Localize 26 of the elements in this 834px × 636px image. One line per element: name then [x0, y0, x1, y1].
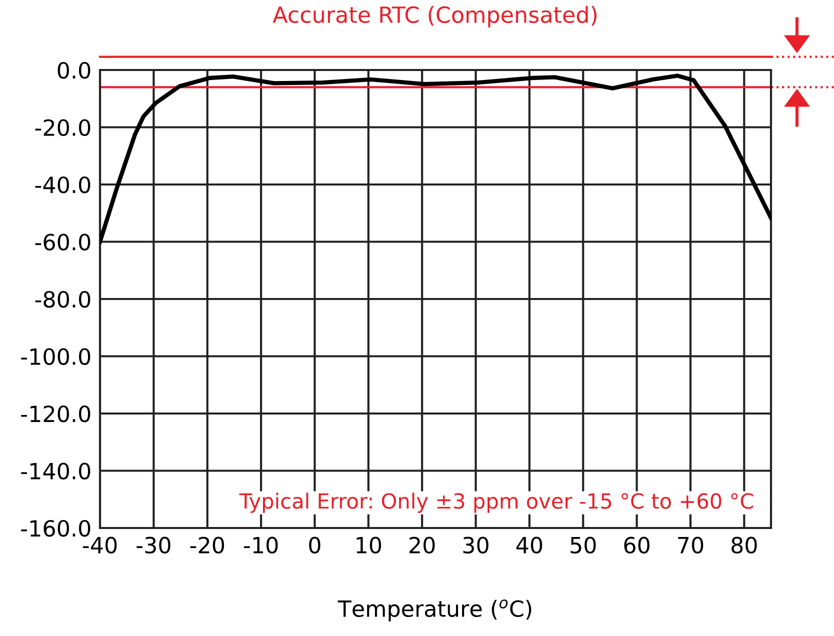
x-tick-label: 0 — [309, 536, 320, 554]
y-tick-label: -160.0 — [21, 520, 90, 537]
x-tick-label: 80 — [732, 536, 757, 554]
line-series — [100, 74, 771, 244]
y-tick-label: -140.0 — [21, 462, 90, 480]
annotation: Typical Error: Only ±3 ppm over -15 °C to +60 °C — [239, 492, 754, 513]
x-tick-label: 20 — [410, 536, 435, 554]
y-tick-label: -20.0 — [35, 119, 90, 136]
y-tick-label: 0.0 — [58, 62, 90, 79]
y-tick-label: -60.0 — [35, 234, 90, 251]
x-tick-label: -40 — [82, 536, 117, 554]
x-tick-label: 40 — [516, 536, 542, 554]
x-tick-label: 30 — [463, 536, 488, 554]
x-tick-label: 60 — [624, 536, 650, 554]
x-tick-label: -20 — [190, 536, 224, 554]
y-tick-label: -100.0 — [21, 348, 90, 366]
x-axis-title: Temperature ($^{o}$C) — [338, 600, 532, 622]
y-tick-label: -80.0 — [35, 290, 90, 308]
x-tick-label: -10 — [244, 536, 278, 554]
x-tick-label: 70 — [678, 536, 704, 554]
y-tick-label: -40.0 — [35, 176, 90, 194]
x-tick-label: 50 — [570, 536, 596, 554]
x-tick-label: 10 — [356, 536, 382, 554]
chart-title: Accurate RTC (Compensated) — [272, 6, 597, 28]
y-tick-label: -120.0 — [21, 405, 90, 422]
x-tick-label: -30 — [136, 536, 170, 554]
